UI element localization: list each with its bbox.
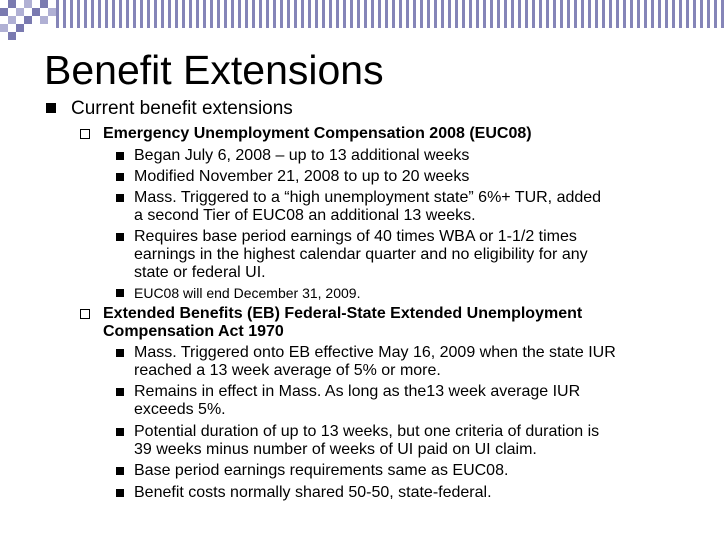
bullet-line: Requires base period earnings of 40 time… [134, 228, 577, 245]
bullet-line: earnings in the highest calendar quarter… [134, 246, 588, 263]
square-bullet-icon [116, 289, 124, 297]
square-bullet-icon [116, 428, 124, 436]
grid-square [24, 0, 32, 8]
bullet-line: Mass. Triggered onto EB effective May 16… [134, 344, 616, 361]
grid-square [8, 0, 16, 8]
grid-square [32, 8, 40, 16]
grid-square [16, 24, 24, 32]
bullet-line: a second Tier of EUC08 an additional 13 … [134, 207, 476, 224]
header-stripe-band [56, 0, 728, 28]
hollow-square-bullet-icon [80, 129, 90, 139]
subheading-text: Emergency Unemployment Compensation 2008… [103, 125, 532, 142]
grid-square [24, 16, 32, 24]
bullet-line: Modified November 21, 2008 to up to 20 w… [134, 168, 470, 185]
slide-title: Benefit Extensions [44, 47, 384, 93]
square-bullet-icon [116, 194, 124, 202]
grid-square [40, 16, 48, 24]
square-bullet-icon [116, 233, 124, 241]
square-bullet-icon [116, 152, 124, 160]
subheading-text: Compensation Act 1970 [103, 323, 284, 340]
bullet-line: Mass. Triggered to a “high unemployment … [134, 189, 602, 206]
bullet-line: 39 weeks minus number of weeks of UI pai… [134, 441, 537, 458]
subheading-text: Extended Benefits (EB) Federal-State Ext… [103, 305, 583, 322]
square-bullet-icon [116, 388, 124, 396]
square-bullet-icon [116, 489, 124, 497]
bullet-line: Potential duration of up to 13 weeks, bu… [134, 423, 600, 440]
grid-square [8, 32, 16, 40]
bullet-line: exceeds 5%. [134, 401, 226, 418]
hollow-square-bullet-icon [80, 309, 90, 319]
grid-square [0, 8, 8, 16]
grid-square [40, 0, 48, 8]
bullet-line: Benefit costs normally shared 50-50, sta… [134, 484, 492, 501]
square-bullet-icon [46, 103, 56, 113]
grid-square [16, 8, 24, 16]
bullet-text: Current benefit extensions [71, 98, 293, 119]
grid-square [0, 24, 8, 32]
bullet-line: reached a 13 week average of 5% or more. [134, 362, 441, 379]
bullet-line: state or federal UI. [134, 264, 266, 281]
bullet-line: EUC08 will end December 31, 2009. [134, 285, 361, 301]
grid-square [8, 16, 16, 24]
bullet-line: Remains in effect in Mass. As long as th… [134, 383, 581, 400]
square-bullet-icon [116, 349, 124, 357]
square-bullet-icon [116, 467, 124, 475]
corner-grid-decoration [0, 0, 56, 44]
bullet-line: Base period earnings requirements same a… [134, 462, 509, 479]
square-bullet-icon [116, 173, 124, 181]
bullet-line: Began July 6, 2008 – up to 13 additional… [134, 147, 470, 164]
grid-square [48, 8, 56, 16]
